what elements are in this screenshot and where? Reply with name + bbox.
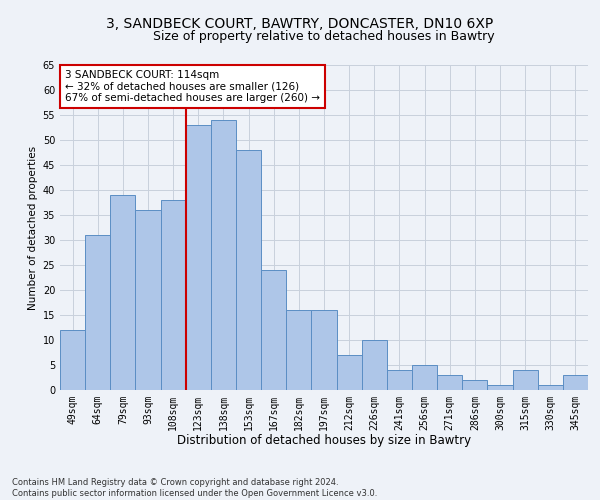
- Bar: [60, 330, 85, 390]
- Bar: [362, 340, 387, 390]
- Title: Size of property relative to detached houses in Bawtry: Size of property relative to detached ho…: [153, 30, 495, 43]
- Text: Contains HM Land Registry data © Crown copyright and database right 2024.
Contai: Contains HM Land Registry data © Crown c…: [12, 478, 377, 498]
- Bar: [337, 355, 362, 390]
- Bar: [186, 125, 211, 390]
- Bar: [563, 375, 588, 390]
- Bar: [110, 195, 136, 390]
- Y-axis label: Number of detached properties: Number of detached properties: [28, 146, 38, 310]
- Bar: [136, 210, 161, 390]
- Bar: [462, 380, 487, 390]
- Bar: [311, 310, 337, 390]
- Text: 3, SANDBECK COURT, BAWTRY, DONCASTER, DN10 6XP: 3, SANDBECK COURT, BAWTRY, DONCASTER, DN…: [106, 18, 494, 32]
- Bar: [387, 370, 412, 390]
- Bar: [512, 370, 538, 390]
- X-axis label: Distribution of detached houses by size in Bawtry: Distribution of detached houses by size …: [177, 434, 471, 448]
- Bar: [487, 385, 512, 390]
- Bar: [538, 385, 563, 390]
- Text: 3 SANDBECK COURT: 114sqm
← 32% of detached houses are smaller (126)
67% of semi-: 3 SANDBECK COURT: 114sqm ← 32% of detach…: [65, 70, 320, 103]
- Bar: [236, 150, 261, 390]
- Bar: [85, 235, 110, 390]
- Bar: [211, 120, 236, 390]
- Bar: [412, 365, 437, 390]
- Bar: [261, 270, 286, 390]
- Bar: [437, 375, 462, 390]
- Bar: [286, 310, 311, 390]
- Bar: [161, 200, 186, 390]
